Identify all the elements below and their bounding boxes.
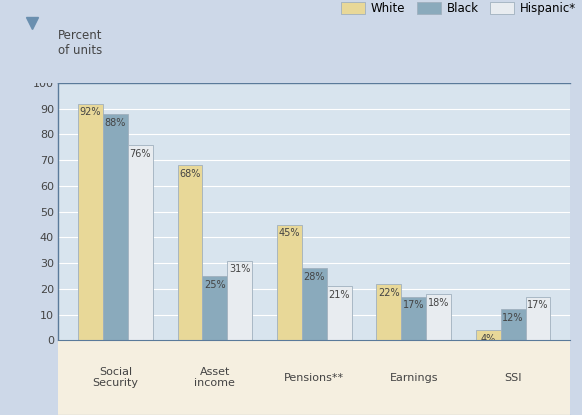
Text: 68%: 68% bbox=[179, 169, 201, 179]
Text: 4%: 4% bbox=[481, 334, 496, 344]
Bar bbox=[78, 104, 103, 340]
Text: Earnings: Earnings bbox=[389, 373, 438, 383]
Legend: White, Black, Hispanic*: White, Black, Hispanic* bbox=[341, 2, 576, 15]
Text: 28%: 28% bbox=[304, 272, 325, 282]
Bar bbox=[501, 310, 526, 340]
Bar bbox=[128, 145, 152, 340]
Text: 92%: 92% bbox=[80, 107, 101, 117]
Text: 12%: 12% bbox=[502, 313, 524, 323]
Text: 88%: 88% bbox=[105, 118, 126, 128]
Bar bbox=[302, 268, 327, 340]
Bar bbox=[178, 165, 203, 340]
Bar bbox=[526, 297, 551, 340]
Text: 25%: 25% bbox=[204, 280, 226, 290]
Bar bbox=[377, 284, 402, 340]
Bar bbox=[327, 286, 352, 340]
Bar bbox=[277, 225, 302, 340]
Text: 17%: 17% bbox=[403, 300, 424, 310]
Text: SSI: SSI bbox=[505, 373, 522, 383]
Bar bbox=[402, 297, 426, 340]
Bar bbox=[203, 276, 227, 340]
Text: 17%: 17% bbox=[527, 300, 549, 310]
Text: 45%: 45% bbox=[279, 228, 300, 238]
Text: 18%: 18% bbox=[428, 298, 449, 308]
Bar bbox=[227, 261, 252, 340]
Bar bbox=[426, 294, 451, 340]
Bar bbox=[103, 114, 128, 340]
Text: 21%: 21% bbox=[328, 290, 350, 300]
Bar bbox=[476, 330, 501, 340]
Text: 76%: 76% bbox=[130, 149, 151, 159]
Text: 31%: 31% bbox=[229, 264, 250, 274]
Text: Percent
of units: Percent of units bbox=[58, 29, 102, 57]
Text: Asset
income: Asset income bbox=[194, 367, 235, 388]
Text: Social
Security: Social Security bbox=[93, 367, 139, 388]
Text: Pensions**: Pensions** bbox=[284, 373, 345, 383]
Text: 22%: 22% bbox=[378, 288, 400, 298]
